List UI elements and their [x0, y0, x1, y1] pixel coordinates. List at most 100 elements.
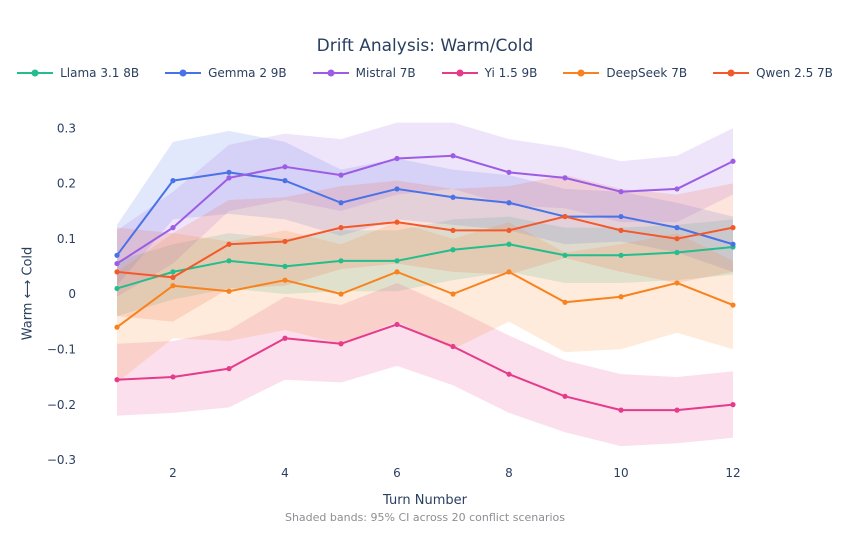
data-point-mistral-7b-turn-7[interactable] — [450, 153, 456, 159]
data-point-mistral-7b-turn-9[interactable] — [562, 175, 568, 181]
data-point-gemma-2-9b-turn-6[interactable] — [394, 186, 400, 192]
data-point-gemma-2-9b-turn-4[interactable] — [282, 178, 288, 184]
data-point-yi-1-5-9b-turn-10[interactable] — [618, 407, 624, 413]
data-point-gemma-2-9b-turn-5[interactable] — [338, 200, 344, 206]
data-point-gemma-2-9b-turn-12[interactable] — [730, 241, 736, 247]
data-point-qwen-2-5-7b-turn-8[interactable] — [506, 227, 512, 234]
data-point-qwen-2-5-7b-turn-7[interactable] — [450, 227, 456, 234]
data-point-yi-1-5-9b-turn-12[interactable] — [730, 402, 736, 408]
data-point-mistral-7b-turn-12[interactable] — [730, 158, 736, 164]
data-point-yi-1-5-9b-turn-4[interactable] — [282, 335, 288, 341]
data-point-yi-1-5-9b-turn-3[interactable] — [226, 366, 232, 372]
x-axis-title: Turn Number — [383, 493, 467, 508]
data-point-llama-3-1-8b-turn-11[interactable] — [674, 249, 680, 256]
y-tick-label: 0.1 — [57, 232, 76, 246]
data-point-mistral-7b-turn-1[interactable] — [114, 260, 120, 267]
data-point-deepseek-7b-turn-10[interactable] — [618, 294, 624, 300]
data-point-yi-1-5-9b-turn-11[interactable] — [674, 407, 680, 413]
legend-item-yi-1-5-9b[interactable]: Yi 1.5 9B — [441, 66, 538, 80]
legend-item-deepseek-7b[interactable]: DeepSeek 7B — [563, 66, 687, 80]
legend-marker-icon — [31, 69, 39, 77]
data-point-mistral-7b-turn-3[interactable] — [226, 175, 232, 181]
data-point-yi-1-5-9b-turn-2[interactable] — [170, 374, 176, 380]
data-point-qwen-2-5-7b-turn-1[interactable] — [114, 269, 120, 275]
data-point-qwen-2-5-7b-turn-5[interactable] — [338, 225, 344, 231]
data-point-qwen-2-5-7b-turn-10[interactable] — [618, 227, 624, 234]
data-point-llama-3-1-8b-turn-6[interactable] — [394, 258, 400, 264]
series-line-mistral-7b[interactable] — [116, 154, 734, 265]
data-point-mistral-7b-turn-2[interactable] — [170, 225, 176, 231]
series-gemma-2-9b[interactable] — [114, 169, 736, 258]
data-point-gemma-2-9b-turn-10[interactable] — [618, 213, 624, 220]
data-point-deepseek-7b-turn-11[interactable] — [674, 280, 680, 286]
data-point-llama-3-1-8b-turn-1[interactable] — [114, 285, 120, 292]
ci-band-yi-1-5-9b — [117, 282, 733, 447]
data-point-gemma-2-9b-turn-8[interactable] — [506, 200, 512, 206]
series-qwen-2-5-7b[interactable] — [114, 213, 736, 281]
data-point-gemma-2-9b-turn-1[interactable] — [114, 252, 120, 258]
legend-marker-icon — [456, 69, 464, 77]
data-point-mistral-7b-turn-6[interactable] — [394, 155, 400, 162]
data-point-mistral-7b-turn-11[interactable] — [674, 186, 680, 192]
data-point-mistral-7b-turn-5[interactable] — [338, 172, 344, 178]
legend-item-llama-3-1-8b[interactable]: Llama 3.1 8B — [17, 66, 139, 80]
data-point-llama-3-1-8b-turn-7[interactable] — [450, 247, 456, 253]
series-line-yi-1-5-9b[interactable] — [116, 323, 734, 412]
data-point-yi-1-5-9b-turn-9[interactable] — [562, 393, 568, 399]
data-point-qwen-2-5-7b-turn-11[interactable] — [674, 236, 680, 242]
data-point-deepseek-7b-turn-12[interactable] — [730, 302, 736, 308]
legend-line-icon — [713, 69, 750, 77]
data-point-llama-3-1-8b-turn-5[interactable] — [338, 258, 344, 264]
data-point-gemma-2-9b-turn-2[interactable] — [170, 178, 176, 184]
data-point-yi-1-5-9b-turn-8[interactable] — [506, 371, 512, 377]
y-axis-title: Warm ⟷ Cold — [20, 246, 36, 341]
data-point-llama-3-1-8b-turn-8[interactable] — [506, 241, 512, 247]
data-point-llama-3-1-8b-turn-4[interactable] — [282, 263, 288, 269]
legend-item-qwen-2-5-7b[interactable]: Qwen 2.5 7B — [713, 66, 833, 80]
data-point-deepseek-7b-turn-1[interactable] — [114, 324, 120, 330]
data-point-llama-3-1-8b-turn-3[interactable] — [226, 258, 232, 264]
legend-marker-icon — [727, 69, 735, 77]
data-point-deepseek-7b-turn-3[interactable] — [226, 288, 232, 294]
series-line-qwen-2-5-7b[interactable] — [116, 215, 734, 279]
series-line-deepseek-7b[interactable] — [116, 270, 734, 329]
series-deepseek-7b[interactable] — [114, 269, 736, 330]
data-point-qwen-2-5-7b-turn-6[interactable] — [394, 219, 400, 225]
legend-item-gemma-2-9b[interactable]: Gemma 2 9B — [165, 66, 287, 80]
data-point-yi-1-5-9b-turn-1[interactable] — [114, 377, 120, 383]
data-point-deepseek-7b-turn-8[interactable] — [506, 269, 512, 275]
data-point-qwen-2-5-7b-turn-2[interactable] — [170, 274, 176, 281]
series-mistral-7b[interactable] — [114, 153, 736, 267]
data-point-qwen-2-5-7b-turn-12[interactable] — [730, 225, 736, 231]
data-point-gemma-2-9b-turn-7[interactable] — [450, 194, 456, 200]
series-yi-1-5-9b[interactable] — [114, 321, 736, 413]
data-point-gemma-2-9b-turn-3[interactable] — [226, 169, 232, 175]
data-point-mistral-7b-turn-8[interactable] — [506, 169, 512, 175]
data-point-deepseek-7b-turn-6[interactable] — [394, 269, 400, 275]
data-point-llama-3-1-8b-turn-2[interactable] — [170, 269, 176, 275]
y-tick-label: 0 — [68, 287, 76, 301]
data-point-qwen-2-5-7b-turn-4[interactable] — [282, 238, 288, 245]
data-point-qwen-2-5-7b-turn-3[interactable] — [226, 241, 232, 247]
series-line-gemma-2-9b[interactable] — [116, 171, 734, 257]
legend-item-mistral-7b[interactable]: Mistral 7B — [312, 66, 416, 80]
data-point-yi-1-5-9b-turn-6[interactable] — [394, 321, 400, 328]
data-point-deepseek-7b-turn-2[interactable] — [170, 283, 176, 289]
data-point-yi-1-5-9b-turn-7[interactable] — [450, 343, 456, 350]
x-tick-label: 4 — [281, 466, 289, 480]
data-point-mistral-7b-turn-10[interactable] — [618, 189, 624, 195]
data-point-deepseek-7b-turn-5[interactable] — [338, 291, 344, 297]
data-point-llama-3-1-8b-turn-9[interactable] — [562, 252, 568, 258]
series-llama-3-1-8b[interactable] — [114, 241, 736, 292]
data-point-deepseek-7b-turn-4[interactable] — [282, 277, 288, 283]
data-point-gemma-2-9b-turn-11[interactable] — [674, 225, 680, 231]
data-point-mistral-7b-turn-4[interactable] — [282, 164, 288, 170]
data-point-deepseek-7b-turn-9[interactable] — [562, 299, 568, 305]
data-point-qwen-2-5-7b-turn-9[interactable] — [562, 213, 568, 220]
legend-label: Yi 1.5 9B — [484, 66, 538, 80]
data-point-llama-3-1-8b-turn-10[interactable] — [618, 252, 624, 258]
data-point-yi-1-5-9b-turn-5[interactable] — [338, 341, 344, 347]
series-line-llama-3-1-8b[interactable] — [116, 243, 734, 290]
data-point-deepseek-7b-turn-7[interactable] — [450, 291, 456, 297]
